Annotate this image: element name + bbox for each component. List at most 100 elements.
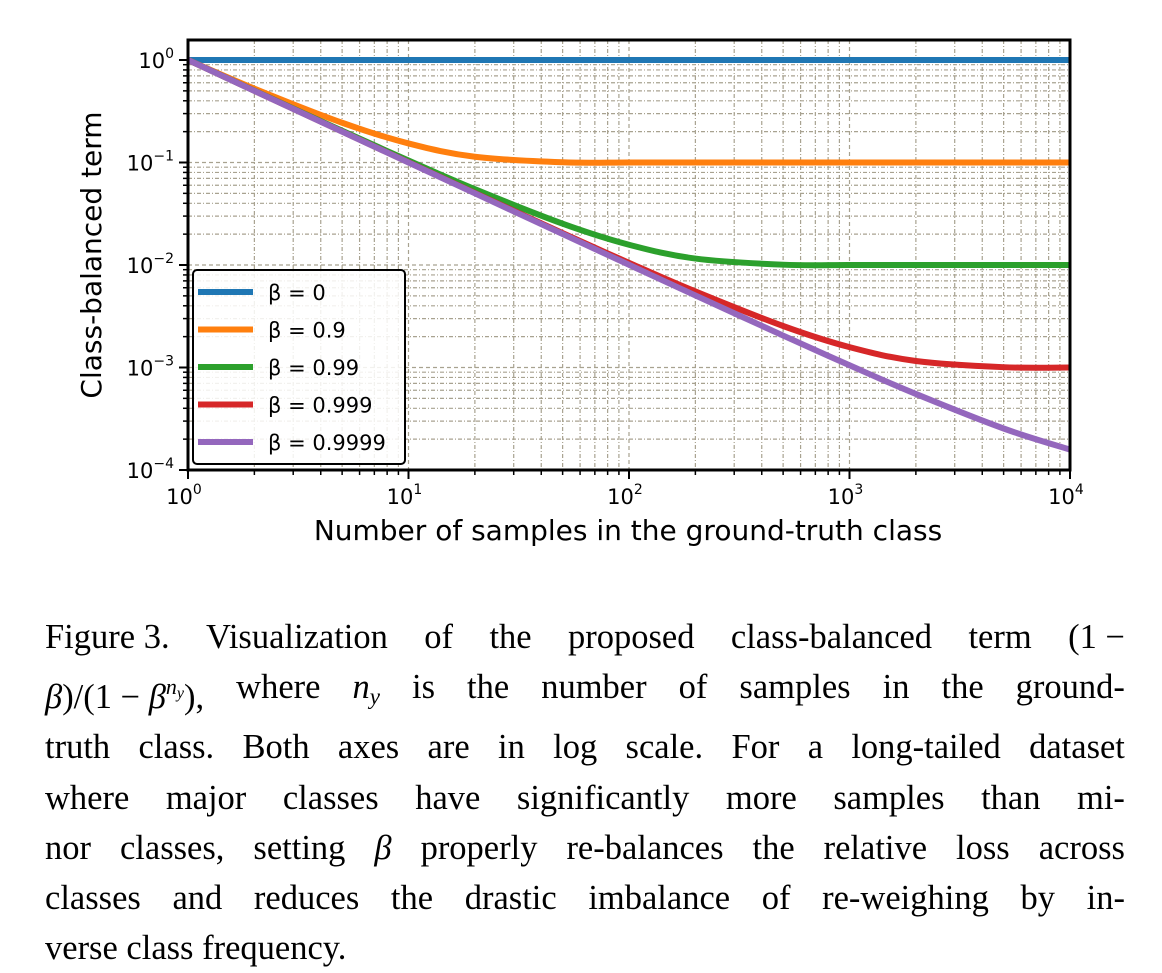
caption-word: nor [45, 823, 91, 873]
caption-word: where [45, 773, 129, 823]
ticks: 100 101 102 103 104 100 10−1 10−2 10−3 10−4 [127, 46, 1084, 509]
caption-text: n [352, 668, 370, 707]
caption-line: nor classes, setting β properly re-balances th… [45, 823, 1125, 873]
caption-text: in [497, 728, 525, 767]
caption-text: in [882, 668, 910, 707]
caption-line: where major classes have significantly more sa… [45, 773, 1125, 823]
caption-word: of [762, 873, 791, 923]
caption-word: classes [283, 773, 379, 823]
caption-text: where [45, 778, 130, 817]
caption-word: of [424, 612, 453, 662]
legend-label: β = 0 [268, 281, 326, 305]
caption-text: ground- [1015, 668, 1125, 707]
caption-word: of [679, 662, 708, 722]
legend-box [192, 269, 406, 465]
caption-text: drastic [464, 879, 557, 918]
x-tick-label: 101 [387, 482, 423, 509]
caption-word: the [391, 873, 433, 923]
caption-word: the [467, 662, 509, 722]
caption-text: truth [45, 728, 111, 767]
caption-word: more [726, 773, 797, 823]
caption-word: reduces [254, 873, 359, 923]
caption-word: in [883, 662, 910, 722]
caption-text: in- [1086, 879, 1125, 918]
caption-text: )/(1 − [62, 678, 149, 717]
caption-word: scale. [626, 722, 704, 772]
y-tick-label: 100 [138, 46, 174, 73]
caption-text: of [678, 668, 708, 707]
caption-text: proposed [568, 618, 695, 656]
y-tick-label: 10−1 [127, 149, 174, 176]
caption-text: β [45, 678, 63, 717]
x-tick-label: 104 [1048, 482, 1084, 509]
caption-text: y [176, 685, 185, 703]
caption-text: y [369, 684, 380, 710]
caption-text: loss [956, 828, 1010, 867]
caption-text: dataset [1029, 728, 1125, 767]
caption-text: significantly [516, 778, 690, 817]
caption-word: than [981, 773, 1040, 823]
caption-text: classes [45, 879, 141, 918]
caption-word: β [374, 823, 391, 873]
chart: 100 101 102 103 104 100 10−1 10−2 10−3 10−4 Numbe… [75, 38, 1084, 547]
series-line [188, 57, 1070, 166]
caption-word: setting [253, 823, 345, 873]
caption-text: properly [420, 828, 538, 867]
caption-text: re-balances [566, 828, 724, 867]
caption-word: the [489, 612, 531, 662]
caption-word: a [808, 722, 823, 772]
caption-word: classes, [120, 823, 224, 873]
caption-text: of [761, 879, 791, 918]
caption-text: have [415, 778, 481, 817]
caption-text: (1 − [1068, 618, 1125, 656]
caption-word: number [541, 662, 646, 722]
caption-text: n [165, 674, 177, 700]
caption-text: relative [823, 828, 928, 867]
caption-word: β)/(1 − βny), [45, 662, 204, 722]
caption-text: the [752, 828, 795, 867]
caption-text: Both [242, 728, 310, 767]
caption-text: are [427, 728, 470, 767]
caption-text: re-weighing [822, 879, 989, 918]
caption-word: significantly [517, 773, 689, 823]
caption-text: the [467, 668, 510, 707]
x-tick-label: 102 [607, 482, 643, 509]
caption-text: more [725, 778, 797, 817]
caption-word: samples [833, 773, 944, 823]
caption-text: class. [138, 728, 215, 767]
caption-word: by [1020, 873, 1055, 923]
caption-text: classes [282, 778, 379, 817]
caption-text: the [941, 668, 984, 707]
caption-text: verse class frequency. [45, 929, 347, 968]
x-tick-label: 103 [828, 482, 864, 509]
caption-word: ground- [1016, 662, 1125, 722]
caption-word: the [941, 662, 983, 722]
caption-word: term [968, 612, 1031, 662]
x-tick-label: 100 [166, 482, 202, 509]
caption-text: Visualization [205, 618, 388, 656]
caption-word: axes [338, 722, 399, 772]
y-axis-label: Class-balanced term [75, 111, 108, 398]
caption-text: ), [184, 678, 205, 717]
caption-text: log [553, 728, 598, 767]
figure-caption: Figure 3. Visualization of the proposed class… [45, 612, 1125, 973]
caption-word: dataset [1029, 722, 1125, 772]
caption-text: samples [739, 668, 851, 707]
caption-word: drastic [465, 873, 557, 923]
caption-word: long-tailed [851, 722, 1000, 772]
legend-label: β = 0.9999 [268, 431, 386, 455]
caption-text: a [807, 728, 824, 767]
caption-text: long-tailed [851, 728, 1001, 767]
caption-text: scale. [625, 728, 704, 767]
caption-text: mi- [1077, 778, 1125, 817]
caption-word: is [412, 662, 435, 722]
caption-text: major [165, 778, 247, 817]
caption-text: where [236, 668, 321, 707]
caption-text: class-balanced [730, 618, 933, 656]
caption-word: loss [956, 823, 1010, 873]
caption-text: samples [833, 778, 945, 817]
caption-word: Visualization [206, 612, 388, 662]
caption-word: ny [352, 662, 379, 722]
caption-word: mi- [1077, 773, 1125, 823]
legend-label: β = 0.9 [268, 319, 346, 343]
